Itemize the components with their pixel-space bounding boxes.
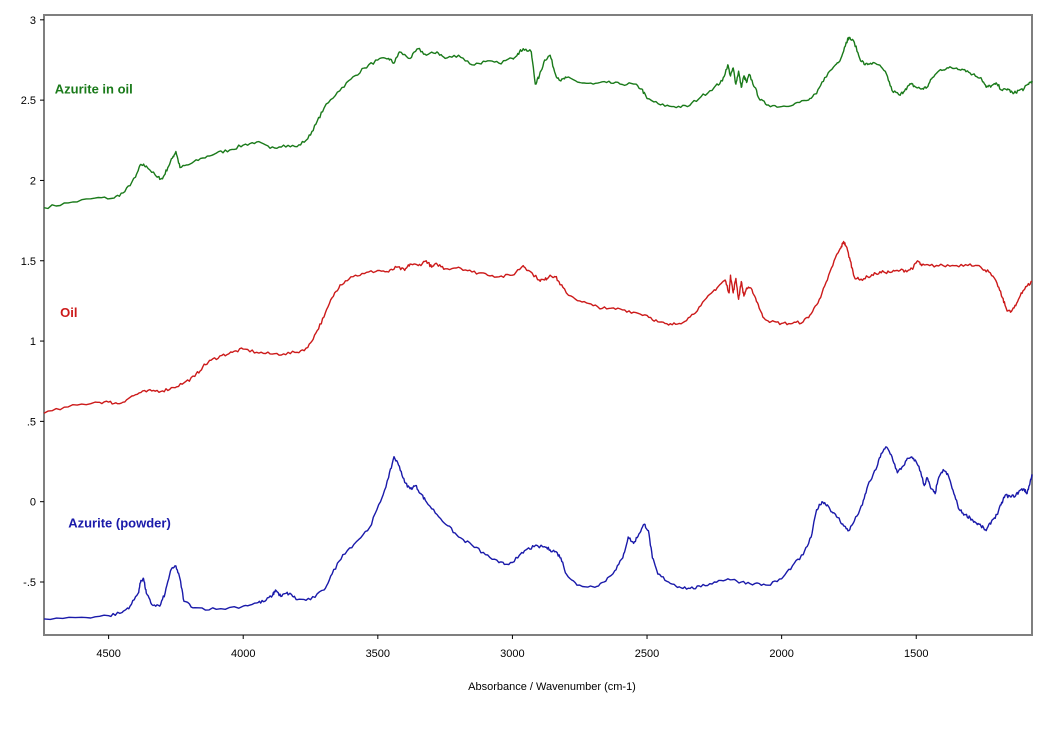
y-tick-label: -.5 [23, 577, 36, 589]
x-tick-label: 2000 [769, 648, 793, 660]
y-tick-label: 3 [30, 15, 36, 27]
x-tick-label: 4000 [231, 648, 255, 660]
y-tick-label: .5 [27, 416, 36, 428]
series-line-0 [43, 36, 1033, 210]
x-tick-label: 2500 [635, 648, 659, 660]
series-label-2: Azurite (powder) [68, 515, 171, 530]
x-tick-label: 4500 [96, 648, 120, 660]
x-tick-label: 3500 [366, 648, 390, 660]
series-line-1 [43, 240, 1033, 414]
plot-frame [43, 14, 1033, 636]
x-tick-label: 3000 [500, 648, 524, 660]
y-tick-label: 1.5 [21, 256, 36, 268]
y-tick-label: 1 [30, 336, 36, 348]
series-labels: Azurite in oil Oil Azurite (powder) [55, 82, 171, 531]
y-tick-label: 2 [30, 175, 36, 187]
series-label-1: Oil [60, 305, 77, 320]
series-line-2 [43, 446, 1033, 621]
x-axis: 4500 4000 3500 3000 2500 2000 1500 [96, 635, 928, 660]
x-tick-label: 1500 [904, 648, 928, 660]
y-axis: 32.521.51.50-.5 [21, 15, 44, 589]
x-axis-title: Absorbance / Wavenumber (cm-1) [468, 681, 636, 693]
y-tick-label: 0 [30, 497, 36, 509]
y-tick-label: 2.5 [21, 95, 36, 107]
series-label-0: Azurite in oil [55, 82, 133, 97]
series-layer [43, 36, 1033, 621]
